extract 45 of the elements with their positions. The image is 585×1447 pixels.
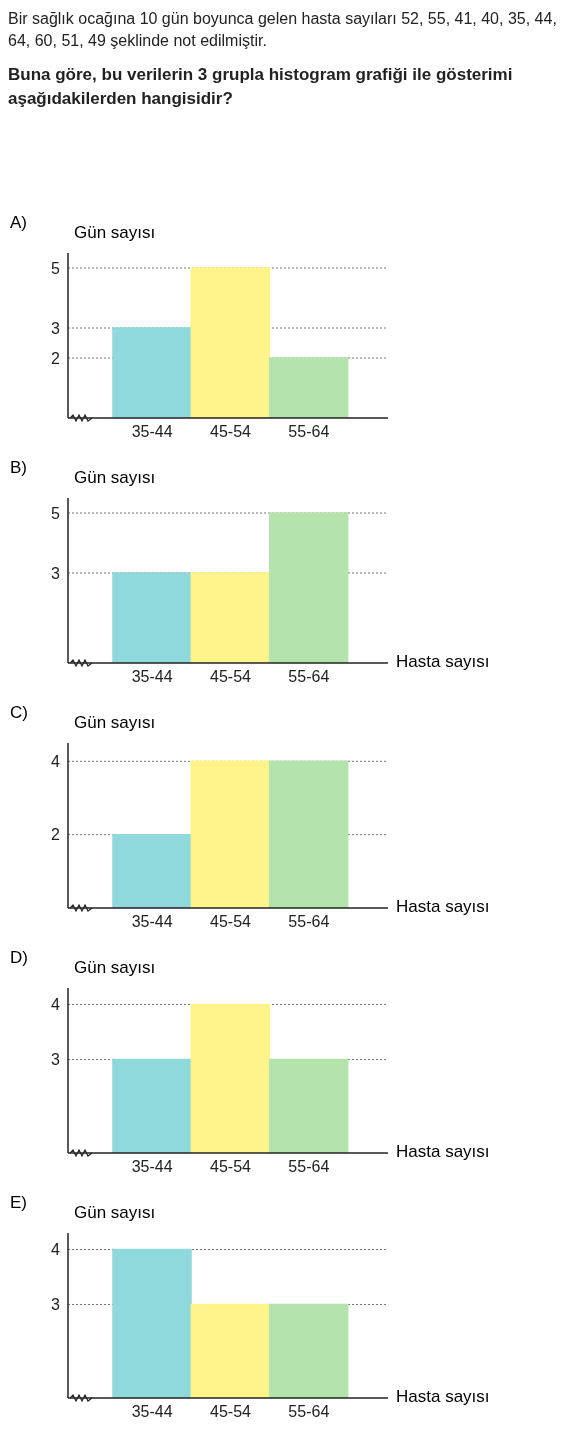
text: D) bbox=[10, 948, 28, 968]
x-axis-title: Hasta sayısı bbox=[396, 897, 490, 917]
x-tick-label: 35-44 bbox=[131, 1403, 173, 1421]
x-tick-label: 55-64 bbox=[288, 668, 330, 686]
y-axis-title: Gün sayısı bbox=[74, 713, 156, 733]
text: C) bbox=[10, 703, 28, 723]
y-tick-label: 3 bbox=[51, 319, 61, 337]
y-tick-label: 4 bbox=[51, 753, 61, 771]
x-axis-title: Hasta sayısı bbox=[396, 1142, 490, 1162]
y-axis-title: Gün sayısı bbox=[74, 1203, 156, 1223]
y-axis-title: Gün sayısı bbox=[74, 958, 156, 978]
x-tick-label: 35-44 bbox=[131, 1158, 173, 1176]
x-tick-label: 55-64 bbox=[288, 423, 330, 441]
text: Buna göre, bu verilerin 3 grupla histogram grafiği ile gösterimi aşağıdakilerden hangisidir? bbox=[8, 63, 514, 110]
text: E) bbox=[10, 1193, 27, 1213]
bar bbox=[190, 267, 271, 418]
x-tick-label: 55-64 bbox=[288, 1403, 330, 1421]
bar bbox=[112, 327, 192, 418]
x-tick-label: 45-54 bbox=[210, 1403, 252, 1421]
y-tick-label: 5 bbox=[51, 504, 61, 522]
y-tick-label: 4 bbox=[51, 1241, 61, 1259]
y-tick-label: 4 bbox=[51, 996, 61, 1014]
x-tick-label: 55-64 bbox=[288, 913, 330, 931]
x-tick-label: 45-54 bbox=[210, 913, 252, 931]
text: A) bbox=[10, 213, 27, 233]
y-tick-label: 3 bbox=[51, 1296, 61, 1314]
y-tick-label: 3 bbox=[51, 564, 61, 582]
text: B) bbox=[10, 458, 27, 478]
bar bbox=[268, 357, 349, 418]
x-tick-label: 35-44 bbox=[131, 423, 173, 441]
x-axis-title: Hasta sayısı bbox=[396, 1387, 490, 1407]
x-tick-label: 35-44 bbox=[131, 913, 173, 931]
y-axis-title: Gün sayısı bbox=[74, 223, 156, 243]
y-tick-label: 5 bbox=[51, 259, 61, 277]
x-tick-label: 45-54 bbox=[210, 423, 252, 441]
x-tick-label: 55-64 bbox=[288, 1158, 330, 1176]
x-axis-title: Hasta sayısı bbox=[396, 652, 490, 672]
text: Bir sağlık ocağına 10 gün boyunca gelen hasta sayıları 52, 55, 41, 40, 35, 44, 64, 60, 51, 49 şeklinde not edilmiştir. bbox=[8, 9, 558, 52]
y-tick-label: 2 bbox=[51, 826, 61, 844]
x-tick-label: 45-54 bbox=[210, 1158, 252, 1176]
x-tick-label: 45-54 bbox=[210, 668, 252, 686]
y-tick-label: 2 bbox=[51, 349, 61, 367]
x-tick-label: 35-44 bbox=[131, 668, 173, 686]
y-axis-title: Gün sayısı bbox=[74, 468, 156, 488]
y-tick-label: 3 bbox=[51, 1051, 61, 1069]
